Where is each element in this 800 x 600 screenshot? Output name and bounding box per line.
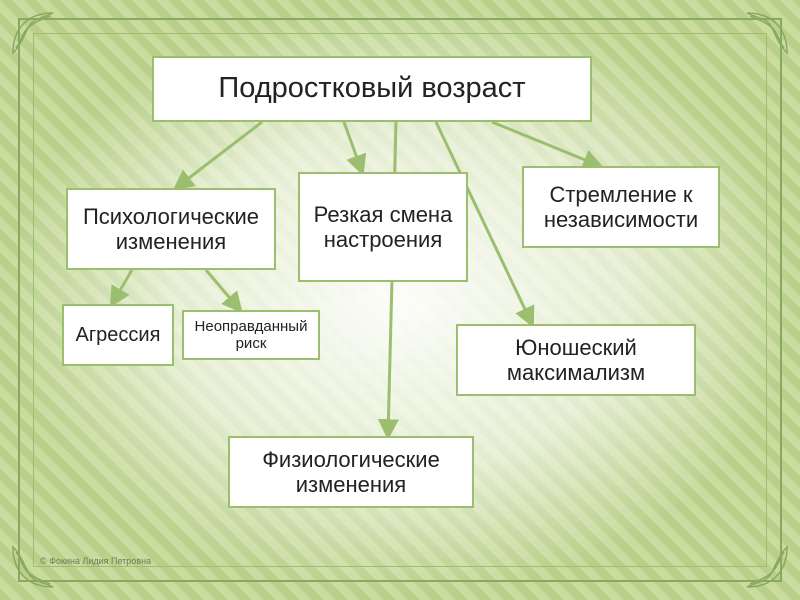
node-mood: Резкая смена настроения [298,172,468,282]
node-psych: Психологические изменения [66,188,276,270]
credit-text: © Фокина Лидия Петровна [40,556,151,566]
node-phys: Физиологические изменения [228,436,474,508]
node-aggr: Агрессия [62,304,174,366]
node-root: Подростковый возраст [152,56,592,122]
node-maxim: Юношеский максимализм [456,324,696,396]
slide: Подростковый возраст Психологические изме… [0,0,800,600]
node-risk: Неоправданный риск [182,310,320,360]
node-indep: Стремление к независимости [522,166,720,248]
